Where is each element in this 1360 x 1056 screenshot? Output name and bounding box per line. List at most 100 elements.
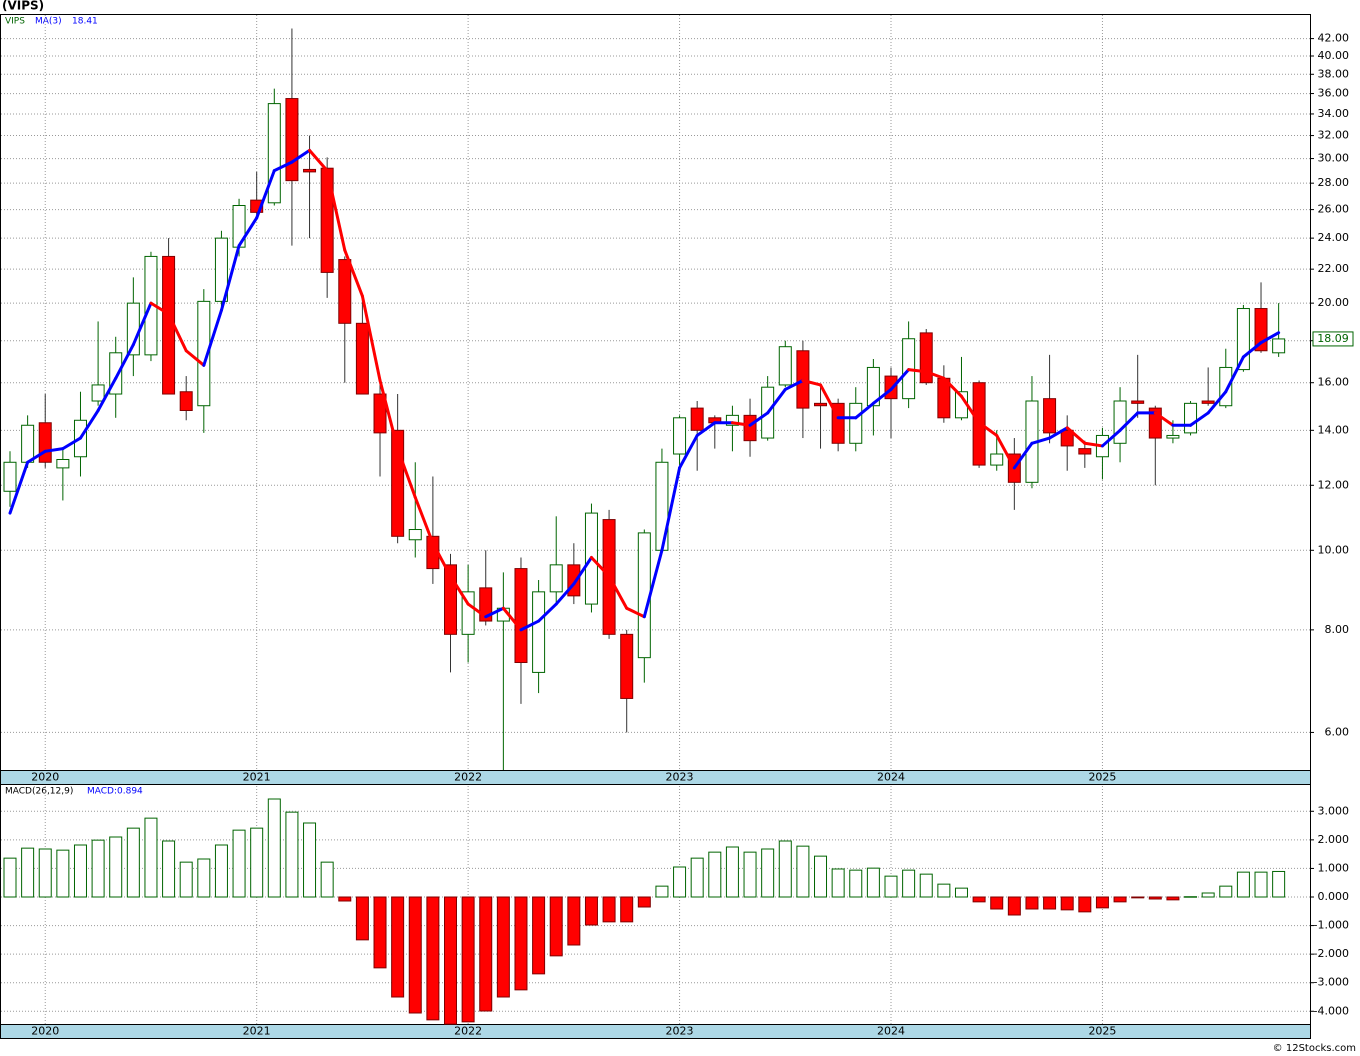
candle-body [355,322,369,395]
candle-body [285,98,299,182]
ma-line [1118,411,1140,432]
macd-bar [637,896,651,908]
macd-bar [708,851,722,898]
candle-body [620,633,634,699]
macd-bar [778,840,792,898]
macd-bar [567,896,581,946]
y-tick-label: 1.000 [1318,861,1350,874]
macd-bar [673,866,687,898]
ma-line [237,216,259,248]
ma-line [537,602,558,623]
y-tick-label: 40.00 [1318,49,1350,62]
ma-line [959,394,981,425]
ma-line [1224,355,1245,394]
x-tick-label: 2025 [1088,771,1116,784]
candle-body [1236,308,1250,371]
macd-bar [902,869,916,898]
ma-line [308,148,329,173]
ma-line [290,148,312,164]
x-tick-label: 2025 [1088,1025,1116,1038]
macd-bar [355,896,369,941]
ma-line [572,555,593,586]
macd-bar [162,840,176,898]
macd-bar [655,885,669,898]
last-price-box [1312,331,1354,347]
macd-bar [1254,871,1268,898]
ma-line [642,548,664,619]
footer: © 12Stocks.com [1273,1043,1356,1054]
legend-ma: MA(3) [35,17,62,27]
macd-bar [179,861,193,898]
candle-body [673,417,687,455]
ma-line [589,555,611,578]
ma-line [730,421,752,427]
y-tick-label: 34.00 [1318,107,1350,120]
macd-bar [144,817,158,898]
macd-bar [1166,896,1180,901]
y-tick-label: 26.00 [1318,203,1350,216]
macd-bar [1113,896,1127,903]
ma-line [1048,426,1069,440]
ma-line [131,301,153,347]
ma-line [766,387,787,415]
x-tick-label: 2023 [666,1025,694,1038]
macd-bar [831,868,845,898]
macd-bar [461,896,475,1023]
ma-line [219,244,241,312]
y-tick-label: 3.000 [1318,804,1350,817]
ma-line [1241,341,1263,359]
macd-bar [109,836,123,898]
ma-line [202,308,223,367]
macd-label: MACD:0.894 [87,787,143,797]
macd-bar [1007,896,1021,916]
candle-body [919,332,933,384]
candle-body [1272,338,1286,354]
macd-bar [954,887,968,898]
y-tick-label: 42.00 [1318,32,1350,45]
legend-symbol: VIPS [5,17,25,27]
macd-bar [796,845,810,898]
macd-panel [0,784,1311,1025]
ma-line [1083,441,1104,448]
macd-bar [761,848,775,898]
y-tick-label: 12.00 [1318,478,1350,491]
ma-line [942,376,963,398]
macd-bar [1131,896,1145,899]
ma-line [431,541,452,578]
x-tick-label: 2022 [454,1025,482,1038]
ma-line [889,368,911,391]
candle-body [1131,400,1145,404]
candle-body [373,393,387,434]
last-price-label: 18.09 [1317,332,1349,345]
y-tick-label: 32.00 [1318,129,1350,142]
macd-bar [496,896,510,998]
macd-bar [919,873,933,898]
y-tick-label: 36.00 [1318,87,1350,100]
x-tick-label: 2024 [877,771,905,784]
ma-line [871,387,893,405]
candle-body [990,453,1004,466]
x-tick-label: 2023 [666,771,694,784]
candle-body [21,424,35,463]
ma-line [96,376,118,413]
ma-line [343,248,364,298]
ma-line [466,602,488,619]
macd-bar [884,875,898,898]
ma-line [783,378,805,391]
candle-body [303,168,317,173]
macd-bar [426,896,440,1021]
y-tick-label: 10.00 [1318,543,1350,556]
macd-bar [866,867,880,898]
candle-body [549,564,563,593]
y-tick-label: 38.00 [1318,67,1350,80]
candle-body [814,402,828,407]
ma-line [449,574,470,606]
chart-title: (VIPS) [2,0,44,13]
macd-bar [990,896,1004,910]
candle-body [1060,429,1074,447]
ma-line [977,421,999,437]
macd-bar [391,896,405,998]
ma-line [184,349,206,367]
ma-line [325,169,347,252]
candle-body [214,237,228,302]
